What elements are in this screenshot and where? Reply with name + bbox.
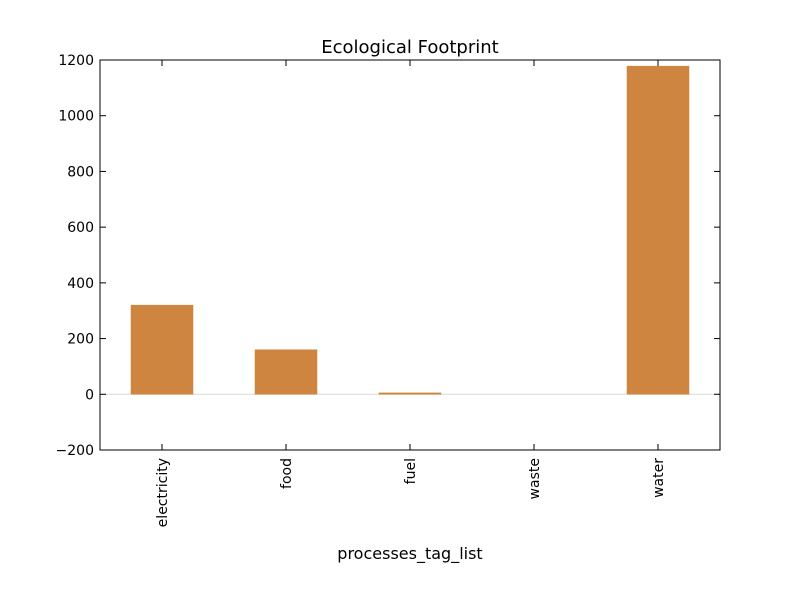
x-tick-label-waste: waste bbox=[527, 458, 543, 499]
y-tick-label: 400 bbox=[67, 276, 94, 292]
y-tick-label: 800 bbox=[67, 164, 94, 180]
x-tick-label-electricity: electricity bbox=[155, 458, 171, 527]
bar-fuel bbox=[378, 392, 442, 395]
y-tick-label: −200 bbox=[56, 443, 94, 459]
y-tick-label: 1200 bbox=[58, 53, 94, 69]
y-tick-label: 200 bbox=[67, 332, 94, 348]
x-axis-label: processes_tag_list bbox=[337, 544, 482, 564]
x-tick-label-water: water bbox=[651, 458, 667, 498]
bar-electricity bbox=[130, 304, 194, 395]
y-tick-label: 1000 bbox=[58, 109, 94, 125]
x-axis: electricity food fuel waste water bbox=[155, 60, 667, 527]
bars-layer bbox=[130, 65, 690, 395]
bar-food bbox=[254, 349, 318, 395]
y-tick-label: 0 bbox=[85, 387, 94, 403]
x-tick-label-fuel: fuel bbox=[403, 458, 419, 484]
bar-water bbox=[626, 65, 690, 395]
y-axis: −200 0 200 400 600 800 1000 1200 bbox=[56, 53, 720, 459]
y-tick-label: 600 bbox=[67, 220, 94, 236]
chart-title: Ecological Footprint bbox=[321, 37, 498, 58]
x-tick-label-food: food bbox=[279, 458, 295, 489]
